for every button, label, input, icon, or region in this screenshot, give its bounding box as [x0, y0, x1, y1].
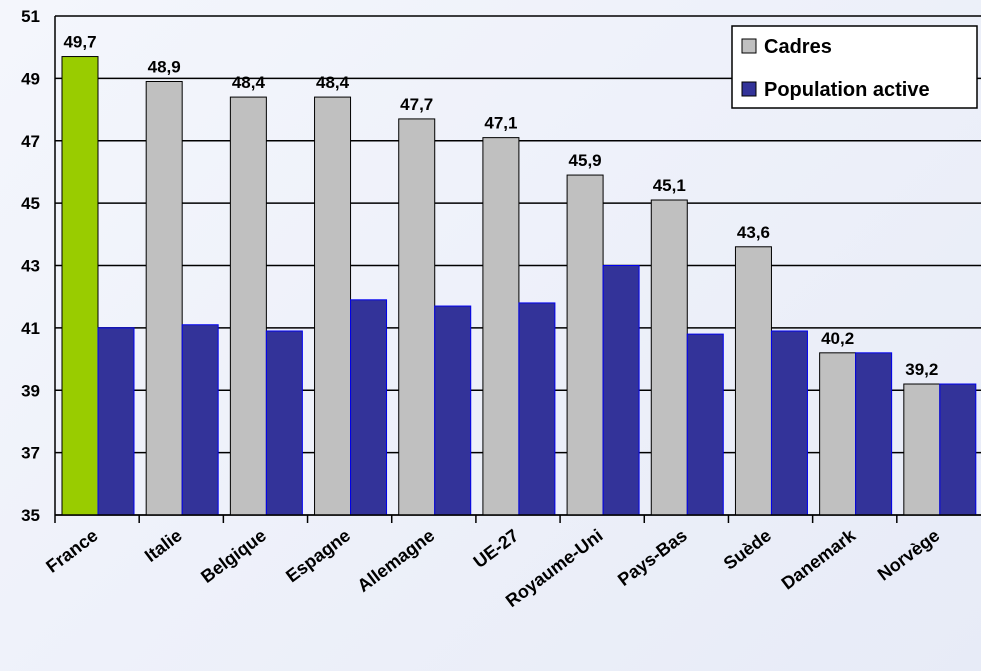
bar-cadres	[314, 96, 352, 516]
category-label: UE-27	[470, 525, 523, 572]
category-label: Belgique	[197, 525, 270, 587]
data-label-cadres: 40,2	[821, 329, 854, 348]
category-label: Danemark	[778, 525, 860, 594]
bars	[61, 56, 977, 516]
bar-cadres	[229, 96, 267, 516]
bar-cadres	[650, 199, 688, 516]
bar-cadres	[482, 137, 520, 516]
bar-population-active	[770, 330, 808, 516]
y-tick-label: 37	[21, 444, 40, 463]
y-tick-label: 43	[21, 257, 40, 276]
bar-population-active	[181, 324, 219, 516]
category-label: Allemagne	[353, 525, 438, 596]
bar-population-active	[686, 333, 724, 516]
bar-cadres	[145, 80, 183, 516]
legend-swatch-cadres	[741, 38, 757, 54]
category-label: Espagne	[282, 525, 354, 586]
data-label-cadres: 45,9	[569, 151, 602, 170]
data-label-cadres: 47,1	[484, 114, 517, 133]
x-axis-ticks: France Italie Belgique Espagne Allemagne UE-2…	[42, 515, 943, 611]
legend-swatch-population-active	[741, 81, 757, 97]
data-label-cadres: 43,6	[737, 223, 770, 242]
y-tick-label: 47	[21, 132, 40, 151]
category-label: Italie	[141, 525, 186, 566]
data-label-cadres: 39,2	[905, 360, 938, 379]
legend-label-population-active: Population active	[764, 79, 930, 101]
data-label-cadres: 47,7	[400, 95, 433, 114]
data-label-cadres: 45,1	[653, 176, 686, 195]
bar-cadres	[903, 383, 941, 516]
category-label: Pays-Bas	[614, 525, 691, 590]
data-label-cadres: 48,4	[316, 73, 350, 92]
bar-population-active	[939, 383, 977, 516]
bar-population-active	[518, 302, 556, 516]
bar-population-active	[350, 299, 388, 516]
legend: Cadres Population active	[731, 25, 978, 109]
bar-population-active	[97, 327, 135, 516]
y-tick-label: 51	[21, 7, 40, 26]
legend-label-cadres: Cadres	[764, 36, 832, 58]
data-label-cadres: 49,7	[63, 33, 96, 52]
bar-population-active	[434, 305, 472, 516]
data-label-cadres: 48,9	[148, 57, 181, 76]
y-tick-label: 35	[21, 506, 40, 525]
bar-cadres	[566, 174, 604, 516]
bar-population-active	[855, 352, 893, 516]
bar-population-active	[265, 330, 303, 516]
bar-population-active	[602, 265, 640, 516]
bar-cadres	[398, 118, 436, 516]
category-label: Norvège	[874, 525, 944, 584]
category-label: France	[42, 525, 101, 576]
axes	[54, 16, 981, 516]
legend-box	[731, 25, 978, 109]
y-tick-label: 39	[21, 381, 40, 400]
data-label-cadres: 48,4	[232, 73, 266, 92]
y-tick-label: 41	[21, 319, 40, 338]
category-label: Suède	[720, 525, 775, 573]
bar-cadres	[734, 246, 772, 516]
y-tick-label: 45	[21, 194, 40, 213]
bar-cadres	[819, 352, 857, 516]
y-axis-ticks: 35 37 39 41 43 45 47 49 51	[21, 7, 40, 525]
data-labels: 49,7 48,9 48,4 48,4 47,7 47,1 45,9 45,1 43,6 40,2…	[63, 33, 938, 379]
y-tick-label: 49	[21, 69, 40, 88]
bar-cadres	[61, 56, 99, 516]
